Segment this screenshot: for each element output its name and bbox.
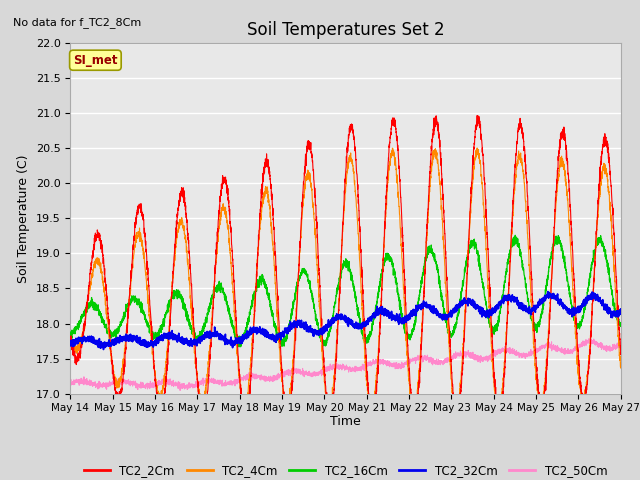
Title: Soil Temperatures Set 2: Soil Temperatures Set 2	[247, 21, 444, 39]
Text: SI_met: SI_met	[73, 54, 118, 67]
Y-axis label: Soil Temperature (C): Soil Temperature (C)	[17, 154, 30, 283]
Text: No data for f_TC2_8Cm: No data for f_TC2_8Cm	[13, 17, 141, 28]
Legend: TC2_2Cm, TC2_4Cm, TC2_16Cm, TC2_32Cm, TC2_50Cm: TC2_2Cm, TC2_4Cm, TC2_16Cm, TC2_32Cm, TC…	[79, 459, 612, 480]
X-axis label: Time: Time	[330, 415, 361, 428]
